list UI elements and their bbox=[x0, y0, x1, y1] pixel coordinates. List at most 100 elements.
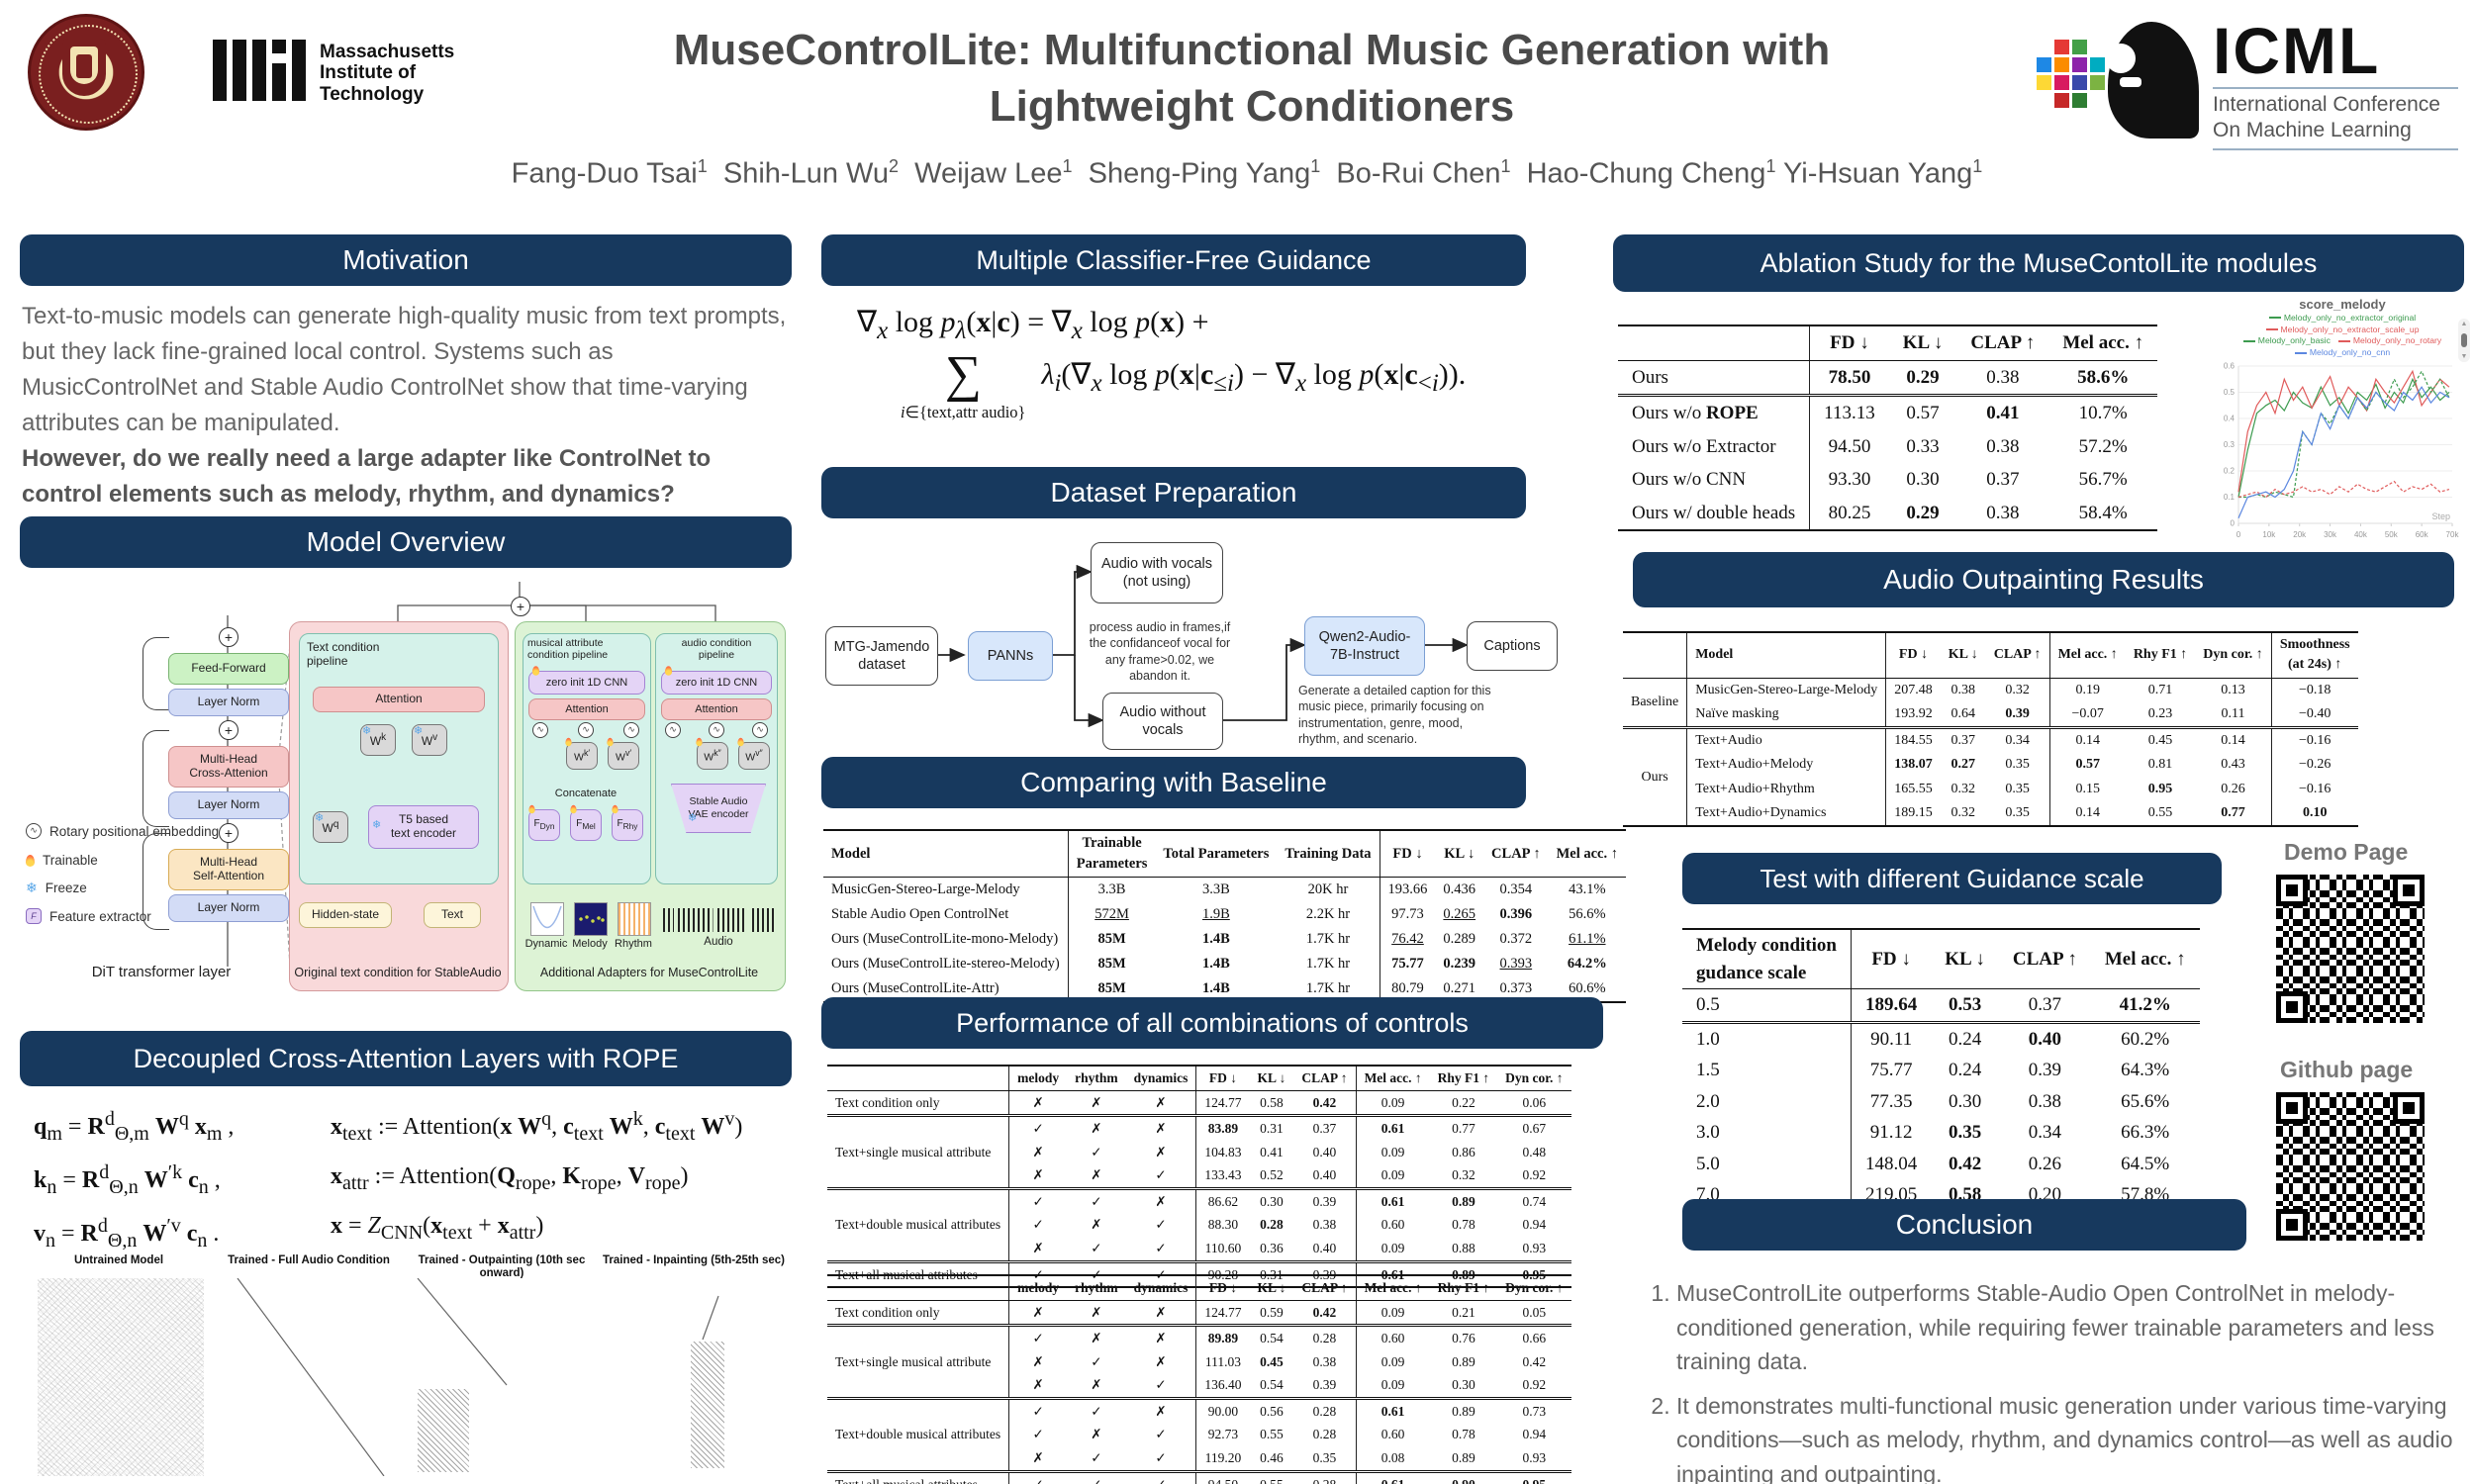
skip-connection-arc bbox=[143, 833, 169, 930]
attention-map-label: Trained - Inpainting (5th-25th sec) bbox=[602, 1254, 786, 1266]
chart-legend-item: Melody_only_no_cnn bbox=[2294, 347, 2390, 358]
dynamic-label: Dynamic bbox=[524, 938, 568, 950]
svg-text:Step: Step bbox=[2431, 511, 2450, 521]
performance-table-2: melody rhythm dynamics FD ↓ KL ↓ CLAP ↑ Mel ac… bbox=[827, 1274, 1571, 1484]
svg-text:0.3: 0.3 bbox=[2224, 440, 2236, 449]
icml-color-square bbox=[2090, 75, 2105, 90]
svg-text:60k: 60k bbox=[2416, 530, 2429, 539]
model-overview-diagram: ∿ Rotary positional embedding Trainable … bbox=[20, 576, 792, 1009]
icml-color-square bbox=[2090, 57, 2105, 72]
cfg-formula-line1: ∇x log pλ(x|c) = ∇x log p(x) + bbox=[857, 306, 1209, 344]
audio-waveform-icon bbox=[663, 908, 774, 932]
guidance-table: Melody condition gudance scale FD ↓ KL ↓ CLA… bbox=[1682, 928, 2200, 1213]
svg-text:0.6: 0.6 bbox=[2224, 361, 2236, 370]
ntu-logo bbox=[28, 14, 144, 131]
wv-prime-box: Wv′ bbox=[607, 737, 639, 770]
skip-connection-arc bbox=[143, 637, 169, 710]
audio-label: Audio bbox=[704, 936, 733, 948]
scroll-down-icon[interactable]: ▼ bbox=[2460, 353, 2468, 360]
adapters-panel-label: Additional Adapters for MuseControlLite bbox=[539, 966, 759, 979]
attention-map-full-audio bbox=[228, 1277, 394, 1477]
rotary-embedding-icon: ∿ bbox=[752, 722, 768, 738]
melody-label: Melody bbox=[572, 938, 608, 950]
rope-formula-v: vn = RdΘ,n W′v cn . bbox=[34, 1214, 220, 1252]
outpainting-table: Model FD ↓ KL ↓ CLAP ↑ Mel acc. ↑ Rhy F1 ↑ Dyn… bbox=[1623, 631, 2358, 828]
section-header-decoupled: Decoupled Cross-Attention Layers with RO… bbox=[20, 1031, 792, 1086]
text-pipeline-label: Text condition pipeline bbox=[307, 640, 380, 668]
icml-color-square bbox=[2037, 57, 2051, 72]
section-header-motivation: Motivation bbox=[20, 234, 792, 286]
rotary-embedding-icon: ∿ bbox=[532, 722, 548, 738]
hidden-state-box: Hidden-state bbox=[299, 902, 392, 928]
chart-legend-item: Melody_only_no_extractor_scale_up bbox=[2265, 325, 2419, 335]
attention-map-label: Trained - Full Audio Condition bbox=[228, 1254, 390, 1266]
scroll-up-icon[interactable]: ▲ bbox=[2460, 321, 2468, 327]
rhythm-label: Rhythm bbox=[615, 938, 652, 950]
flowchart-arrows bbox=[936, 564, 1469, 728]
baseline-table: Model Trainable Parameters Total Parameters… bbox=[823, 829, 1626, 1004]
attention-map-outpainting bbox=[416, 1277, 582, 1476]
chart-legend-item: Melody_only_basic bbox=[2242, 335, 2331, 346]
performance-table-1: melody rhythm dynamics FD ↓ KL ↓ CLAP ↑ Mel ac… bbox=[827, 1065, 1571, 1289]
poster-title: MuseControlLite: Multifunctional Music G… bbox=[673, 26, 1831, 132]
flow-node-novocals: Audio without vocals bbox=[1102, 693, 1223, 750]
layer-norm-block: Layer Norm bbox=[168, 894, 289, 922]
section-header-model-overview: Model Overview bbox=[20, 516, 792, 568]
f-mel-box: FMel bbox=[570, 804, 602, 841]
musical-pipeline-label: musical attribute condition pipeline bbox=[527, 637, 609, 662]
layer-norm-block: Layer Norm bbox=[168, 689, 289, 716]
flow-node-qwen: Qwen2-Audio- 7B-Instruct bbox=[1304, 616, 1425, 676]
svg-text:0: 0 bbox=[2236, 530, 2241, 539]
cross-attention-block: Multi-Head Cross-Attenion bbox=[168, 746, 289, 788]
motivation-text: Text-to-music models can generate high-q… bbox=[22, 303, 787, 508]
svg-text:30k: 30k bbox=[2324, 530, 2337, 539]
wk-box: ❄ Wk bbox=[360, 724, 396, 756]
snowflake-icon: ❄ bbox=[26, 880, 38, 896]
mit-logo: Massachusetts Institute of Technology bbox=[213, 40, 510, 109]
wk-prime-box: Wk′ bbox=[565, 737, 598, 770]
musical-cnn-box: zero init 1D CNN bbox=[528, 666, 645, 695]
chart-legend-item: Melody_only_no_rotary bbox=[2337, 335, 2441, 346]
flow-node-source: MTG-Jamendo dataset bbox=[825, 626, 938, 686]
icml-color-square bbox=[2054, 75, 2069, 90]
icml-color-square bbox=[2072, 75, 2087, 90]
section-header-conclusion: Conclusion bbox=[1682, 1199, 2246, 1251]
svg-text:40k: 40k bbox=[2354, 530, 2368, 539]
attention-map-inpainting bbox=[608, 1278, 774, 1476]
icml-color-square bbox=[2054, 57, 2069, 72]
section-header-guidance: Test with different Guidance scale bbox=[1682, 853, 2222, 904]
ablation-table: FD ↓ KL ↓ CLAP ↑ Mel acc. ↑ Ours 78.50 0.29 0.3… bbox=[1618, 325, 2158, 532]
icml-subtitle: International Conference On Machine Lear… bbox=[2213, 93, 2440, 142]
text-input-box: Text bbox=[424, 902, 481, 928]
section-header-baseline: Comparing with Baseline bbox=[821, 757, 1526, 808]
rope-formula-q: qm = RdΘ,m Wq xm , bbox=[34, 1108, 235, 1145]
conclusion-item: MuseControlLite outperforms Stable-Audio… bbox=[1676, 1276, 2474, 1379]
musical-attention-box: Attention bbox=[528, 698, 645, 720]
wq-box: ❄ Wq bbox=[313, 811, 348, 843]
icml-color-square bbox=[2054, 40, 2069, 54]
rotary-embedding-icon: ∿ bbox=[665, 722, 681, 738]
attention-map-untrained bbox=[38, 1278, 204, 1476]
section-header-ablation: Ablation Study for the MuseContolLite mo… bbox=[1613, 234, 2464, 292]
sum-symbol: ∑ bbox=[944, 346, 982, 403]
score-melody-chart: score_melody Melody_only_no_extractor_or… bbox=[2215, 297, 2470, 549]
rope-formula-k: kn = RdΘ,n W′k cn , bbox=[34, 1160, 221, 1198]
rhythm-thumbnail bbox=[618, 902, 651, 936]
concatenate-label: Concatenate bbox=[554, 788, 618, 799]
icml-color-square bbox=[2072, 57, 2087, 72]
github-page-label: Github page bbox=[2280, 1057, 2414, 1082]
svg-text:10k: 10k bbox=[2262, 530, 2276, 539]
sum-subscript: i∈{text,attr audio} bbox=[901, 403, 1026, 421]
icml-color-square bbox=[2072, 40, 2087, 54]
section-header-cfg: Multiple Classifier-Free Guidance bbox=[821, 234, 1526, 286]
melody-thumbnail bbox=[574, 902, 608, 936]
rotary-embedding-icon: ∿ bbox=[578, 722, 594, 738]
cfg-formula-line2: λi(∇x log p(x|c≤i) − ∇x log p(x|c<i)). bbox=[1041, 357, 1467, 397]
rope-formula-xtext: xtext := Attention(x Wq, ctext Wk, ctext… bbox=[331, 1108, 743, 1145]
legend-feature-extractor: F Feature extractor bbox=[26, 908, 151, 924]
chart-scrollbar[interactable]: ▲ ▼ bbox=[2458, 319, 2470, 362]
svg-text:50k: 50k bbox=[2385, 530, 2399, 539]
demo-page-label: Demo Page bbox=[2284, 839, 2409, 865]
icml-color-square bbox=[2072, 93, 2087, 108]
chart-plot: 0 0.1 0.2 0.3 0.4 0.5 0.6 0 10k 20k 30k 40k 50k 60k 70… bbox=[2224, 361, 2460, 539]
